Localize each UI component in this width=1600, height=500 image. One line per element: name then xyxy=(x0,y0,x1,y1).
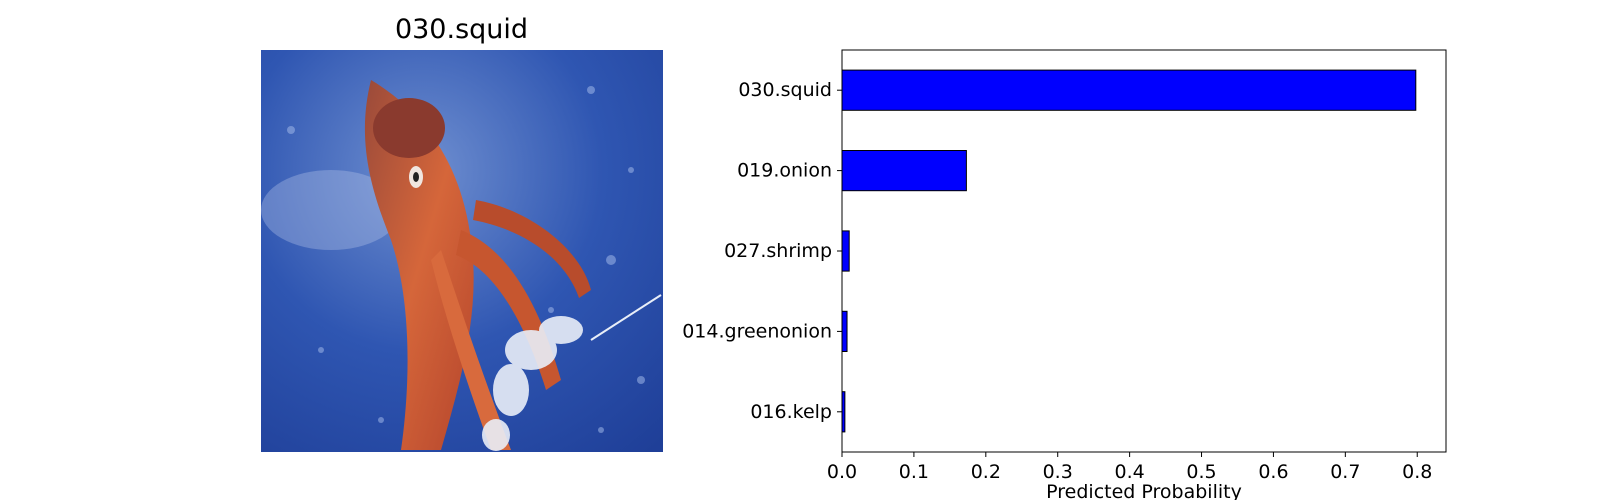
bar-030.squid xyxy=(841,69,1417,111)
plot-frame xyxy=(841,49,1447,453)
category-label: 014.greenonion xyxy=(682,320,832,342)
image-title: 030.squid xyxy=(394,14,529,45)
category-label: 019.onion xyxy=(737,160,832,182)
x-axis-label: Predicted Probability xyxy=(1046,481,1242,500)
squid-photo xyxy=(261,50,663,452)
bars-group xyxy=(841,69,1417,433)
x-ticks: 0.0 0.1 0.2 0.3 0.4 0.5 0.6 0.7 0.8 xyxy=(827,452,1432,483)
bar-019.onion xyxy=(841,150,967,192)
x-tick-label: 0.7 xyxy=(1330,461,1360,483)
x-tick-label: 0.4 xyxy=(1115,461,1145,483)
x-tick-label: 0.1 xyxy=(899,461,929,483)
x-tick-label: 0.0 xyxy=(827,461,857,483)
bar-027.shrimp xyxy=(841,230,850,272)
x-tick-label: 0.3 xyxy=(1043,461,1073,483)
x-tick-label: 0.2 xyxy=(971,461,1001,483)
category-label: 030.squid xyxy=(738,79,832,101)
category-label: 016.kelp xyxy=(750,401,832,423)
x-tick-label: 0.5 xyxy=(1186,461,1216,483)
category-label: 027.shrimp xyxy=(724,240,832,262)
x-tick-label: 0.8 xyxy=(1402,461,1432,483)
bar-014.greenonion xyxy=(841,310,848,352)
category-labels: 030.squid 019.onion 027.shrimp 014.greenoni… xyxy=(682,79,842,423)
x-tick-label: 0.6 xyxy=(1258,461,1288,483)
